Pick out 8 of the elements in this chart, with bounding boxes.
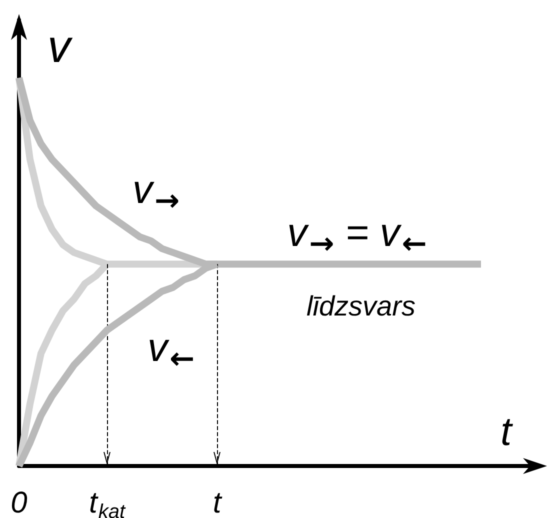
annotation: līdzsvars: [306, 290, 416, 322]
y-axis-title: v: [48, 20, 74, 72]
annotation: v→: [132, 168, 180, 218]
annotation: v←: [147, 326, 195, 376]
x-tick-label: 0: [10, 486, 28, 518]
x-axis-title: t: [500, 410, 514, 454]
annotation: v→ = v←: [287, 211, 427, 262]
x-tick-label: t: [212, 486, 223, 518]
